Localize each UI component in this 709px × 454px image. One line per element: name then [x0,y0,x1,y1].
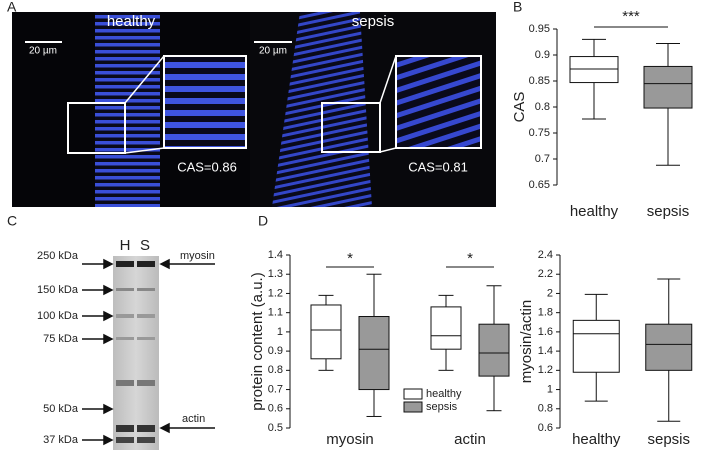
legend-swatch [403,401,423,413]
gel: H S 250 kDa 150 kDa 100 kDa 75 kDa 50 kD… [37,237,215,450]
box [572,319,620,373]
y-tick-label: 0.65 [529,179,550,191]
cas-label: CAS=0.81 [408,159,468,174]
y-tick-label: 0.75 [529,127,550,139]
y-tick-label: 0.85 [529,75,550,87]
y-axis-label: CAS [511,92,528,123]
y-tick-label: 1.4 [538,345,553,357]
significance-label: *** [622,8,640,25]
micrographs: healthy sepsis 20 µm 20 µm CAS=0.86 CAS=… [12,12,496,207]
significance-label: * [347,250,353,267]
panel-label: D [258,213,268,229]
y-tick-label: 1.8 [538,307,553,319]
box [478,323,510,377]
y-tick-label: 1.3 [268,268,283,280]
y-tick-label: 0.8 [538,403,553,415]
box [643,65,693,109]
marker-label: 150 kDa [37,284,79,296]
y-tick-label: 0.95 [529,23,550,35]
panel-label: B [513,0,522,15]
cas-label: CAS=0.86 [177,159,237,174]
x-tick-label: sepsis [647,431,690,448]
y-tick-label: 0.6 [268,403,283,415]
y-tick-label: 0.7 [268,383,283,395]
legend-swatch [403,388,423,400]
x-tick-label: sepsis [647,203,690,220]
box [358,316,390,391]
marker-label: 75 kDa [43,333,79,345]
box [569,56,619,84]
y-tick-label: 1.4 [268,249,283,261]
scale-bar-label: 20 µm [259,46,287,57]
marker-label: 37 kDa [43,434,79,446]
box [310,304,342,360]
y-tick-label: 1 [547,383,553,395]
band-label: myosin [180,250,215,262]
marker-label: 100 kDa [37,310,79,322]
image-title: sepsis [352,13,395,30]
box [430,306,462,350]
box [645,323,693,371]
lane-label: S [140,237,150,254]
y-tick-label: 0.7 [535,153,550,165]
x-tick-label: myosin [326,431,374,448]
band-label: actin [182,413,205,425]
panel-label: C [7,213,17,229]
y-tick-label: 0.9 [268,345,283,357]
legend-label: healthy [426,388,462,400]
y-tick-label: 0.5 [268,422,283,434]
y-tick-label: 2.2 [538,268,553,280]
y-tick-label: 0.9 [535,49,550,61]
lane-label: H [120,237,131,254]
y-axis-label: myosin/actin [518,300,535,383]
significance-label: * [467,250,473,267]
x-tick-label: healthy [570,203,619,220]
y-tick-label: 1.2 [538,364,553,376]
y-tick-label: 0.6 [538,422,553,434]
y-tick-label: 1.1 [268,307,283,319]
y-tick-label: 2 [547,287,553,299]
marker-label: 50 kDa [43,403,79,415]
image-title: healthy [107,13,156,30]
x-tick-label: healthy [572,431,621,448]
y-tick-label: 1.6 [538,326,553,338]
y-tick-label: 1 [277,326,283,338]
x-tick-label: actin [454,431,486,448]
y-tick-label: 2.4 [538,249,553,261]
scale-bar-label: 20 µm [29,46,57,57]
y-axis-label: protein content (a.u.) [249,272,266,410]
legend-label: sepsis [426,401,458,413]
y-tick-label: 0.8 [268,364,283,376]
panel-label: A [7,0,17,15]
y-tick-label: 1.2 [268,287,283,299]
marker-label: 250 kDa [37,250,79,262]
y-tick-label: 0.8 [535,101,550,113]
